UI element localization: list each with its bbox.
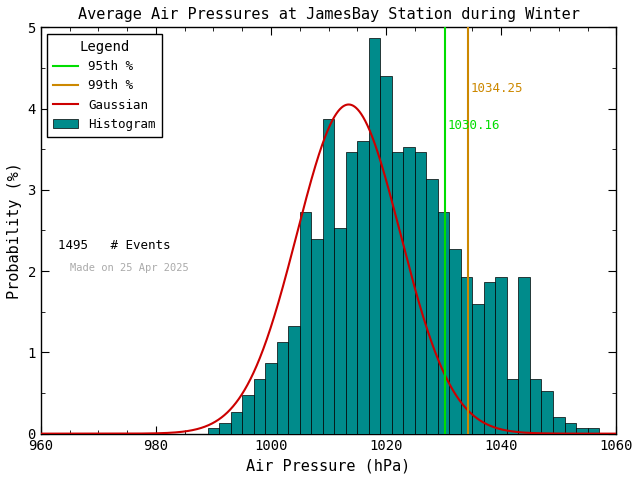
Bar: [207, 428, 219, 433]
Bar: [346, 152, 357, 433]
Bar: [576, 428, 588, 433]
Bar: [541, 391, 553, 433]
Bar: [253, 379, 265, 433]
Bar: [495, 277, 507, 433]
Bar: [426, 179, 438, 433]
Bar: [230, 412, 242, 433]
Bar: [380, 76, 392, 433]
Bar: [564, 423, 576, 433]
Bar: [588, 428, 599, 433]
Bar: [472, 304, 484, 433]
Bar: [357, 141, 369, 433]
Bar: [369, 38, 380, 433]
Bar: [311, 239, 323, 433]
Title: Average Air Pressures at JamesBay Station during Winter: Average Air Pressures at JamesBay Statio…: [77, 7, 579, 22]
Bar: [415, 152, 426, 433]
Bar: [219, 423, 230, 433]
Bar: [518, 277, 530, 433]
Bar: [484, 282, 495, 433]
Bar: [461, 277, 472, 433]
Bar: [449, 249, 461, 433]
Bar: [392, 152, 403, 433]
Legend: 95th %, 99th %, Gaussian, Histogram: 95th %, 99th %, Gaussian, Histogram: [47, 34, 162, 137]
Bar: [403, 147, 415, 433]
Bar: [300, 212, 311, 433]
Bar: [288, 325, 300, 433]
X-axis label: Air Pressure (hPa): Air Pressure (hPa): [246, 458, 411, 473]
Bar: [265, 363, 276, 433]
Text: Made on 25 Apr 2025: Made on 25 Apr 2025: [70, 263, 188, 273]
Text: 1030.16: 1030.16: [447, 119, 500, 132]
Bar: [276, 342, 288, 433]
Bar: [438, 212, 449, 433]
Bar: [507, 379, 518, 433]
Bar: [323, 119, 334, 433]
Text: 1034.25: 1034.25: [471, 82, 524, 96]
Bar: [242, 396, 253, 433]
Text: 1495   # Events: 1495 # Events: [58, 239, 170, 252]
Bar: [334, 228, 346, 433]
Bar: [530, 379, 541, 433]
Y-axis label: Probability (%): Probability (%): [7, 162, 22, 299]
Bar: [553, 418, 564, 433]
